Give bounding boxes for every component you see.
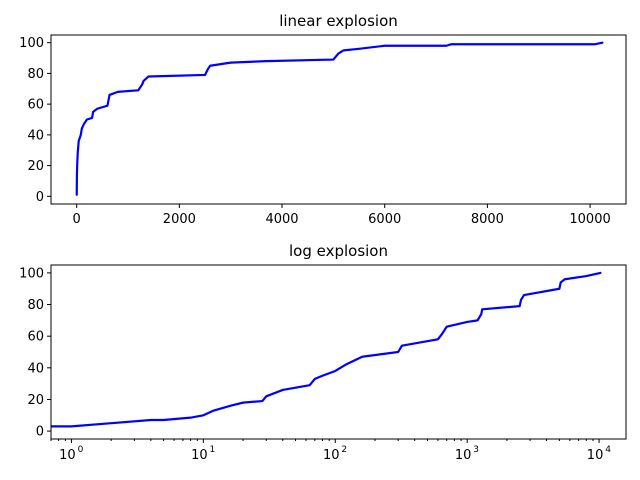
x-tick-label: 10 xyxy=(455,448,472,463)
x-tick-exponent: 1 xyxy=(209,445,215,455)
chart-title: log explosion xyxy=(289,242,388,260)
y-tick-label: 100 xyxy=(19,36,44,51)
x-tick-exponent: 3 xyxy=(473,445,479,455)
x-tick-label: 6000 xyxy=(368,212,401,227)
x-tick-label: 0 xyxy=(73,212,81,227)
x-tick-label: 10 xyxy=(59,448,76,463)
y-axis: 0 20 40 60 80 100 xyxy=(19,36,51,205)
log-explosion-panel: log explosion 10 0 10 1 10 2 10 3 10 4 0204060801… xyxy=(19,242,627,463)
y-axis: 0 20 40 60 80 100 xyxy=(19,266,51,440)
x-tick-label: 10 xyxy=(587,448,604,463)
y-tick-label: 0 xyxy=(36,425,44,440)
y-tick-label: 80 xyxy=(27,67,44,82)
y-tick-label: 80 xyxy=(27,298,44,313)
y-tick-label: 40 xyxy=(27,361,44,376)
x-tick-exponent: 4 xyxy=(605,445,611,455)
x-tick-label: 10 xyxy=(191,448,208,463)
series-layer xyxy=(75,41,604,196)
y-tick-label: 60 xyxy=(27,330,44,345)
x-axis: 0 2000 4000 6000 8000 10000 xyxy=(73,204,611,227)
x-tick-exponent: 2 xyxy=(341,445,347,455)
linear-explosion-panel: linear explosion 0 2000 4000 6000 8000 10000 … xyxy=(19,12,627,227)
plot-frame xyxy=(50,264,627,440)
y-tick-label: 60 xyxy=(27,98,44,113)
chart-title: linear explosion xyxy=(279,12,398,30)
plot-frame xyxy=(50,34,627,205)
series-line xyxy=(75,41,604,196)
x-tick-label: 4000 xyxy=(265,212,298,227)
x-tick-label: 10 xyxy=(323,448,340,463)
x-tick-label: 10000 xyxy=(569,212,610,227)
x-axis: 10 0 10 1 10 2 10 3 10 4 xyxy=(50,439,611,463)
x-tick-label: 2000 xyxy=(163,212,196,227)
y-tick-label: 40 xyxy=(27,128,44,143)
y-tick-label: 20 xyxy=(27,159,44,174)
x-tick-exponent: 0 xyxy=(78,445,84,455)
y-tick-label: 20 xyxy=(27,393,44,408)
y-tick-label: 0 xyxy=(36,190,44,205)
series-line xyxy=(51,271,602,428)
series-layer xyxy=(51,271,602,428)
x-tick-label: 8000 xyxy=(471,212,504,227)
y-tick-label: 100 xyxy=(19,266,44,281)
